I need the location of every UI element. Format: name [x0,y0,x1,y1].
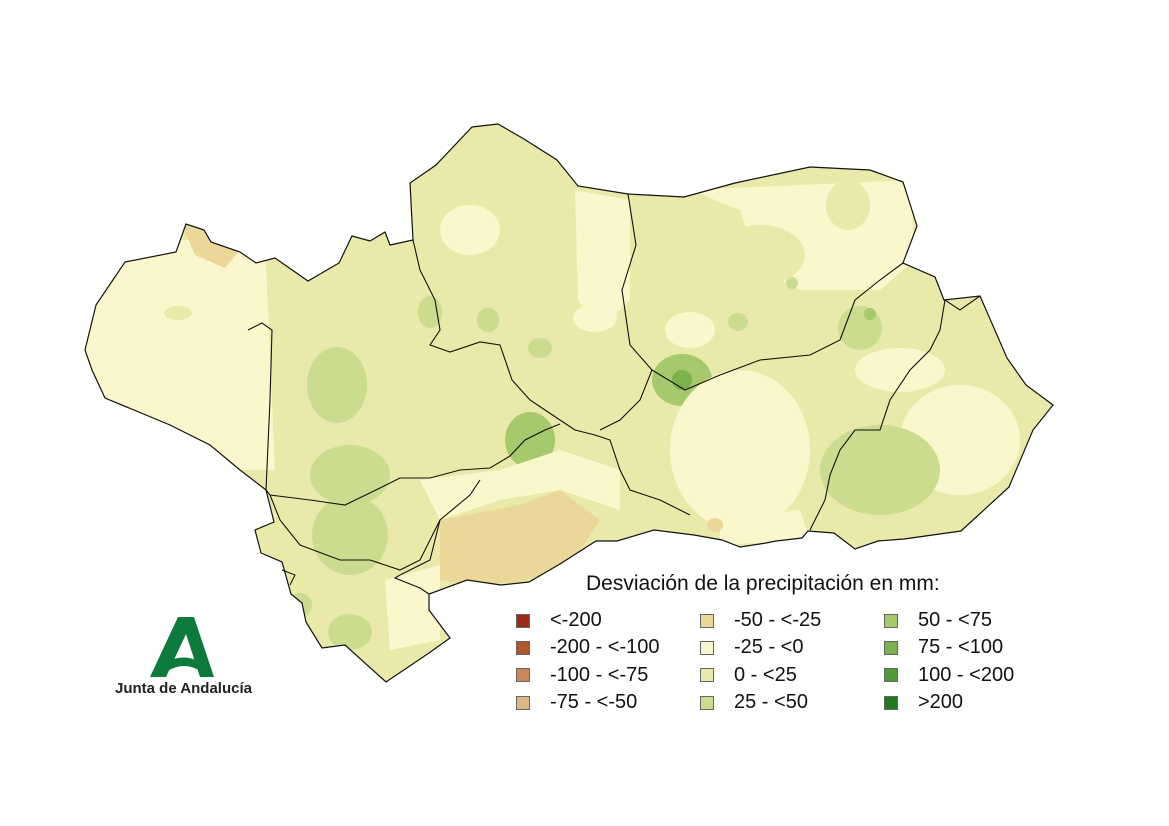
legend-swatch [516,695,530,710]
legend-label: -25 - <0 [734,636,804,659]
legend-swatch [516,640,530,655]
legend-item: -75 - <-50 [516,689,700,716]
legend-item: -50 - <-25 [700,607,884,634]
legend-label: -100 - <-75 [550,663,649,686]
legend-swatch [516,613,530,628]
legend-swatch [884,695,898,710]
border-cordoba-jaen [599,193,653,431]
legend-item: -25 - <0 [700,634,884,661]
legend-label: 100 - <200 [918,663,1015,686]
legend-item: 100 - <200 [884,662,1054,689]
legend-label: 0 - <25 [734,663,797,686]
legend-item: <-200 [516,607,700,634]
border-cadiz-malaga [393,519,441,595]
legend-swatch [884,613,898,628]
logo-text: Junta de Andalucía [115,680,252,697]
legend-item: 50 - <75 [884,607,1054,634]
legend-swatch [700,613,714,628]
legend: <-200 -200 - <-100 -100 - <-75 -75 - <-50 -5… [516,607,1054,716]
legend-item: -100 - <-75 [516,662,700,689]
legend-label: >200 [918,691,964,714]
legend-label: -50 - <-25 [734,609,822,632]
border-jaen-granada [651,262,904,391]
legend-swatch [700,640,714,655]
legend-swatch [884,668,898,683]
legend-item: 75 - <100 [884,634,1054,661]
border-sevilla-cordoba [412,239,546,411]
border-cordoba-malaga-granada [544,409,691,516]
province-borders [247,193,981,595]
legend-item: 0 - <25 [700,662,884,689]
legend-label: 25 - <50 [734,691,808,714]
border-sevilla-cadiz [269,479,481,571]
legend-label: -75 - <-50 [550,691,638,714]
border-granada-almeria [809,295,981,531]
legend-item: -200 - <-100 [516,634,700,661]
legend-label: 50 - <75 [918,609,992,632]
legend-swatch [700,668,714,683]
legend-title: Desviación de la precipitación en mm: [586,572,940,595]
junta-andalucia-a-logo-icon [150,617,214,677]
legend-swatch [884,640,898,655]
legend-item: 25 - <50 [700,689,884,716]
legend-swatch [516,668,530,683]
border-huelva-sevilla-cordoba [247,322,561,506]
andalucia-outline [84,123,1054,683]
legend-label: 75 - <100 [918,636,1004,659]
legend-swatch [700,695,714,710]
legend-label: -200 - <-100 [550,636,660,659]
legend-label: <-200 [550,609,602,632]
legend-item: >200 [884,689,1054,716]
